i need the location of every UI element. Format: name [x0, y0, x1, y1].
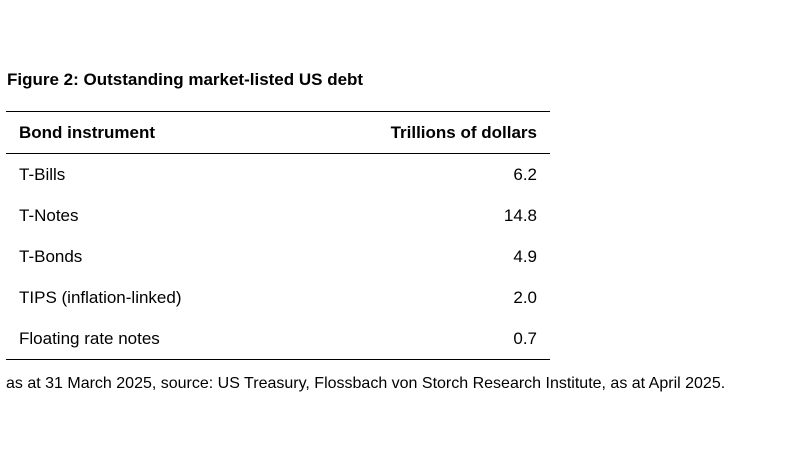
instrument-cell: TIPS (inflation-linked): [19, 287, 182, 307]
instrument-cell: T-Bills: [19, 164, 66, 184]
header-instrument: Bond instrument: [19, 122, 155, 142]
source-footnote: as at 31 March 2025, source: US Treasury…: [6, 375, 726, 392]
instrument-cell: Floating rate notes: [19, 328, 160, 348]
table-row: T-Bills 6.2: [6, 154, 550, 195]
instrument-cell: T-Bonds: [19, 246, 83, 266]
instrument-cell: T-Notes: [19, 205, 79, 225]
table-row: T-Bonds 4.9: [6, 236, 550, 277]
figure-title: Figure 2: Outstanding market-listed US d…: [7, 70, 364, 89]
debt-table: Bond instrument Trillions of dollars T-B…: [6, 111, 550, 360]
value-cell: 2.0: [513, 287, 537, 307]
table-header: Bond instrument Trillions of dollars: [6, 112, 550, 154]
table-row: TIPS (inflation-linked) 2.0: [6, 277, 550, 318]
value-cell: 0.7: [513, 328, 537, 348]
value-cell: 14.8: [503, 205, 537, 225]
header-value: Trillions of dollars: [390, 122, 537, 142]
value-cell: 6.2: [513, 164, 537, 184]
value-cell: 4.9: [513, 246, 537, 266]
table-row: Floating rate notes 0.7: [6, 318, 550, 359]
table-row: T-Notes 14.8: [6, 195, 550, 236]
